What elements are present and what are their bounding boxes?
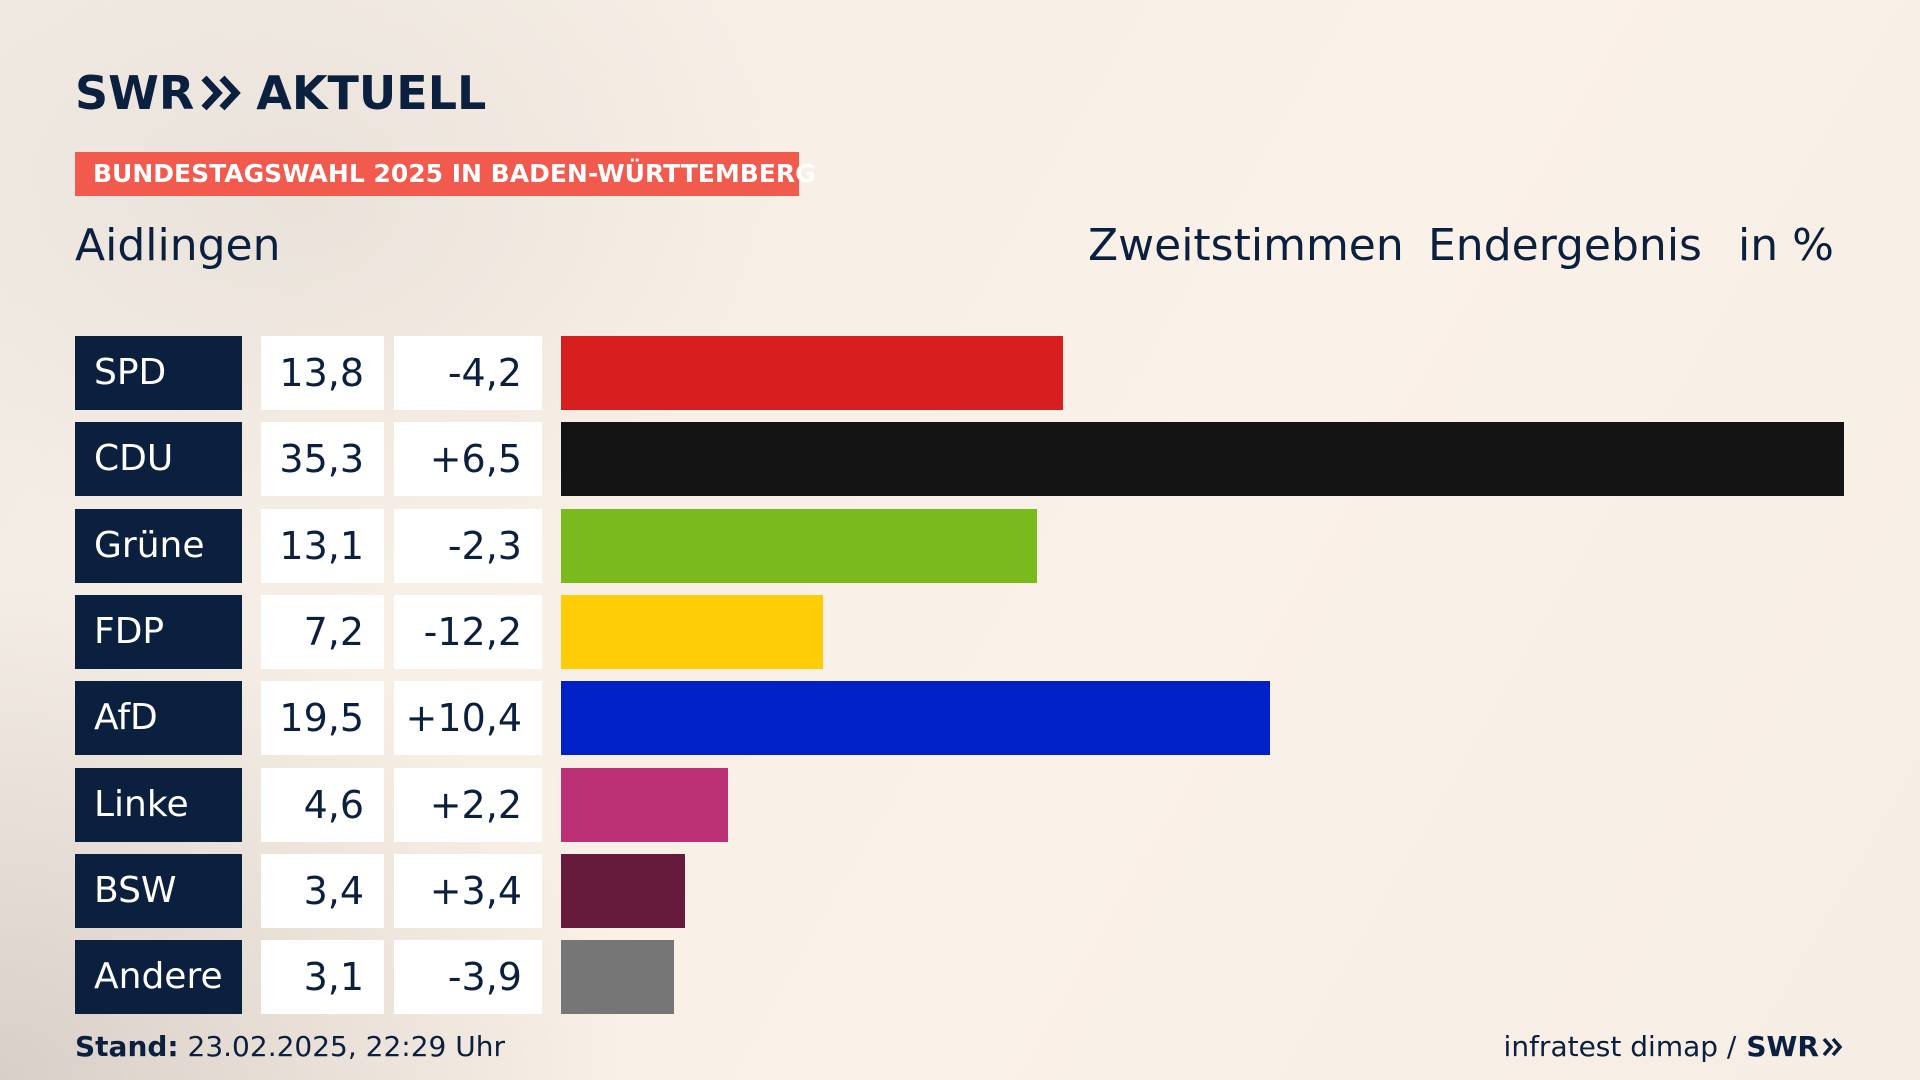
- party-label: AfD: [75, 681, 242, 756]
- vote-share-bar: [561, 594, 823, 669]
- election-badge: BUNDESTAGSWAHL 2025 IN BADEN-WÜRTTEMBERG: [75, 152, 816, 196]
- chart-row: Grüne 13,1 -2,3: [0, 508, 1920, 583]
- vote-share-value: 19,5: [261, 681, 384, 756]
- chart-row: Andere 3,1 -3,9: [0, 940, 1920, 1015]
- stand-label: Stand:: [75, 1030, 179, 1063]
- vote-change-value: -2,3: [394, 508, 542, 583]
- double-chevron-icon: [1822, 1037, 1843, 1056]
- chart-row: CDU 35,3 +6,5: [0, 422, 1920, 497]
- source-credit: infratest dimap / SWR: [1504, 1030, 1844, 1063]
- vote-change-value: +6,5: [394, 422, 542, 497]
- vote-change-value: +3,4: [394, 853, 542, 928]
- swr-aktuell-logo: SWR AKTUELL: [75, 66, 486, 120]
- party-label: FDP: [75, 594, 242, 669]
- vote-share-bar: [561, 422, 1844, 497]
- source-brand: SWR: [1746, 1030, 1819, 1063]
- party-label: Andere: [75, 940, 242, 1015]
- chart-row: AfD 19,5 +10,4: [0, 681, 1920, 756]
- vote-share-value: 13,1: [261, 508, 384, 583]
- vote-change-value: +2,2: [394, 767, 542, 842]
- vote-share-value: 4,6: [261, 767, 384, 842]
- vote-share-value: 13,8: [261, 336, 384, 410]
- vote-share-bar: [561, 853, 685, 928]
- vote-change-value: -4,2: [394, 336, 542, 410]
- logo-swr-text: SWR: [75, 66, 195, 120]
- vote-share-bar: [561, 940, 674, 1015]
- timestamp: Stand: 23.02.2025, 22:29 Uhr: [75, 1030, 505, 1063]
- party-label: BSW: [75, 853, 242, 928]
- vote-share-value: 3,4: [261, 853, 384, 928]
- chart-row: FDP 7,2 -12,2: [0, 594, 1920, 669]
- party-label: SPD: [75, 336, 242, 410]
- vote-change-value: -12,2: [394, 594, 542, 669]
- location-title: Aidlingen: [75, 220, 281, 271]
- vote-share-value: 35,3: [261, 422, 384, 497]
- header-unit: in %: [1738, 220, 1834, 271]
- logo-aktuell-text: AKTUELL: [256, 66, 487, 120]
- vote-share-bar: [561, 767, 729, 842]
- stand-value: 23.02.2025, 22:29 Uhr: [187, 1030, 505, 1063]
- vote-change-value: -3,9: [394, 940, 542, 1015]
- vote-share-value: 3,1: [261, 940, 384, 1015]
- chart-row: SPD 13,8 -4,2: [0, 336, 1920, 410]
- chart-row: Linke 4,6 +2,2: [0, 767, 1920, 842]
- vote-share-value: 7,2: [261, 594, 384, 669]
- vote-share-bar: [561, 336, 1063, 410]
- chart-row: BSW 3,4 +3,4: [0, 853, 1920, 928]
- source-text: infratest dimap /: [1503, 1030, 1737, 1063]
- header-vote-type: Zweitstimmen: [1088, 220, 1404, 271]
- vote-share-bar: [561, 681, 1270, 756]
- party-label: Grüne: [75, 508, 242, 583]
- party-label: CDU: [75, 422, 242, 497]
- party-label: Linke: [75, 767, 242, 842]
- double-chevron-icon: [201, 75, 242, 111]
- vote-change-value: +10,4: [394, 681, 542, 756]
- vote-share-bar: [561, 508, 1038, 583]
- header-status: Endergebnis: [1428, 220, 1702, 271]
